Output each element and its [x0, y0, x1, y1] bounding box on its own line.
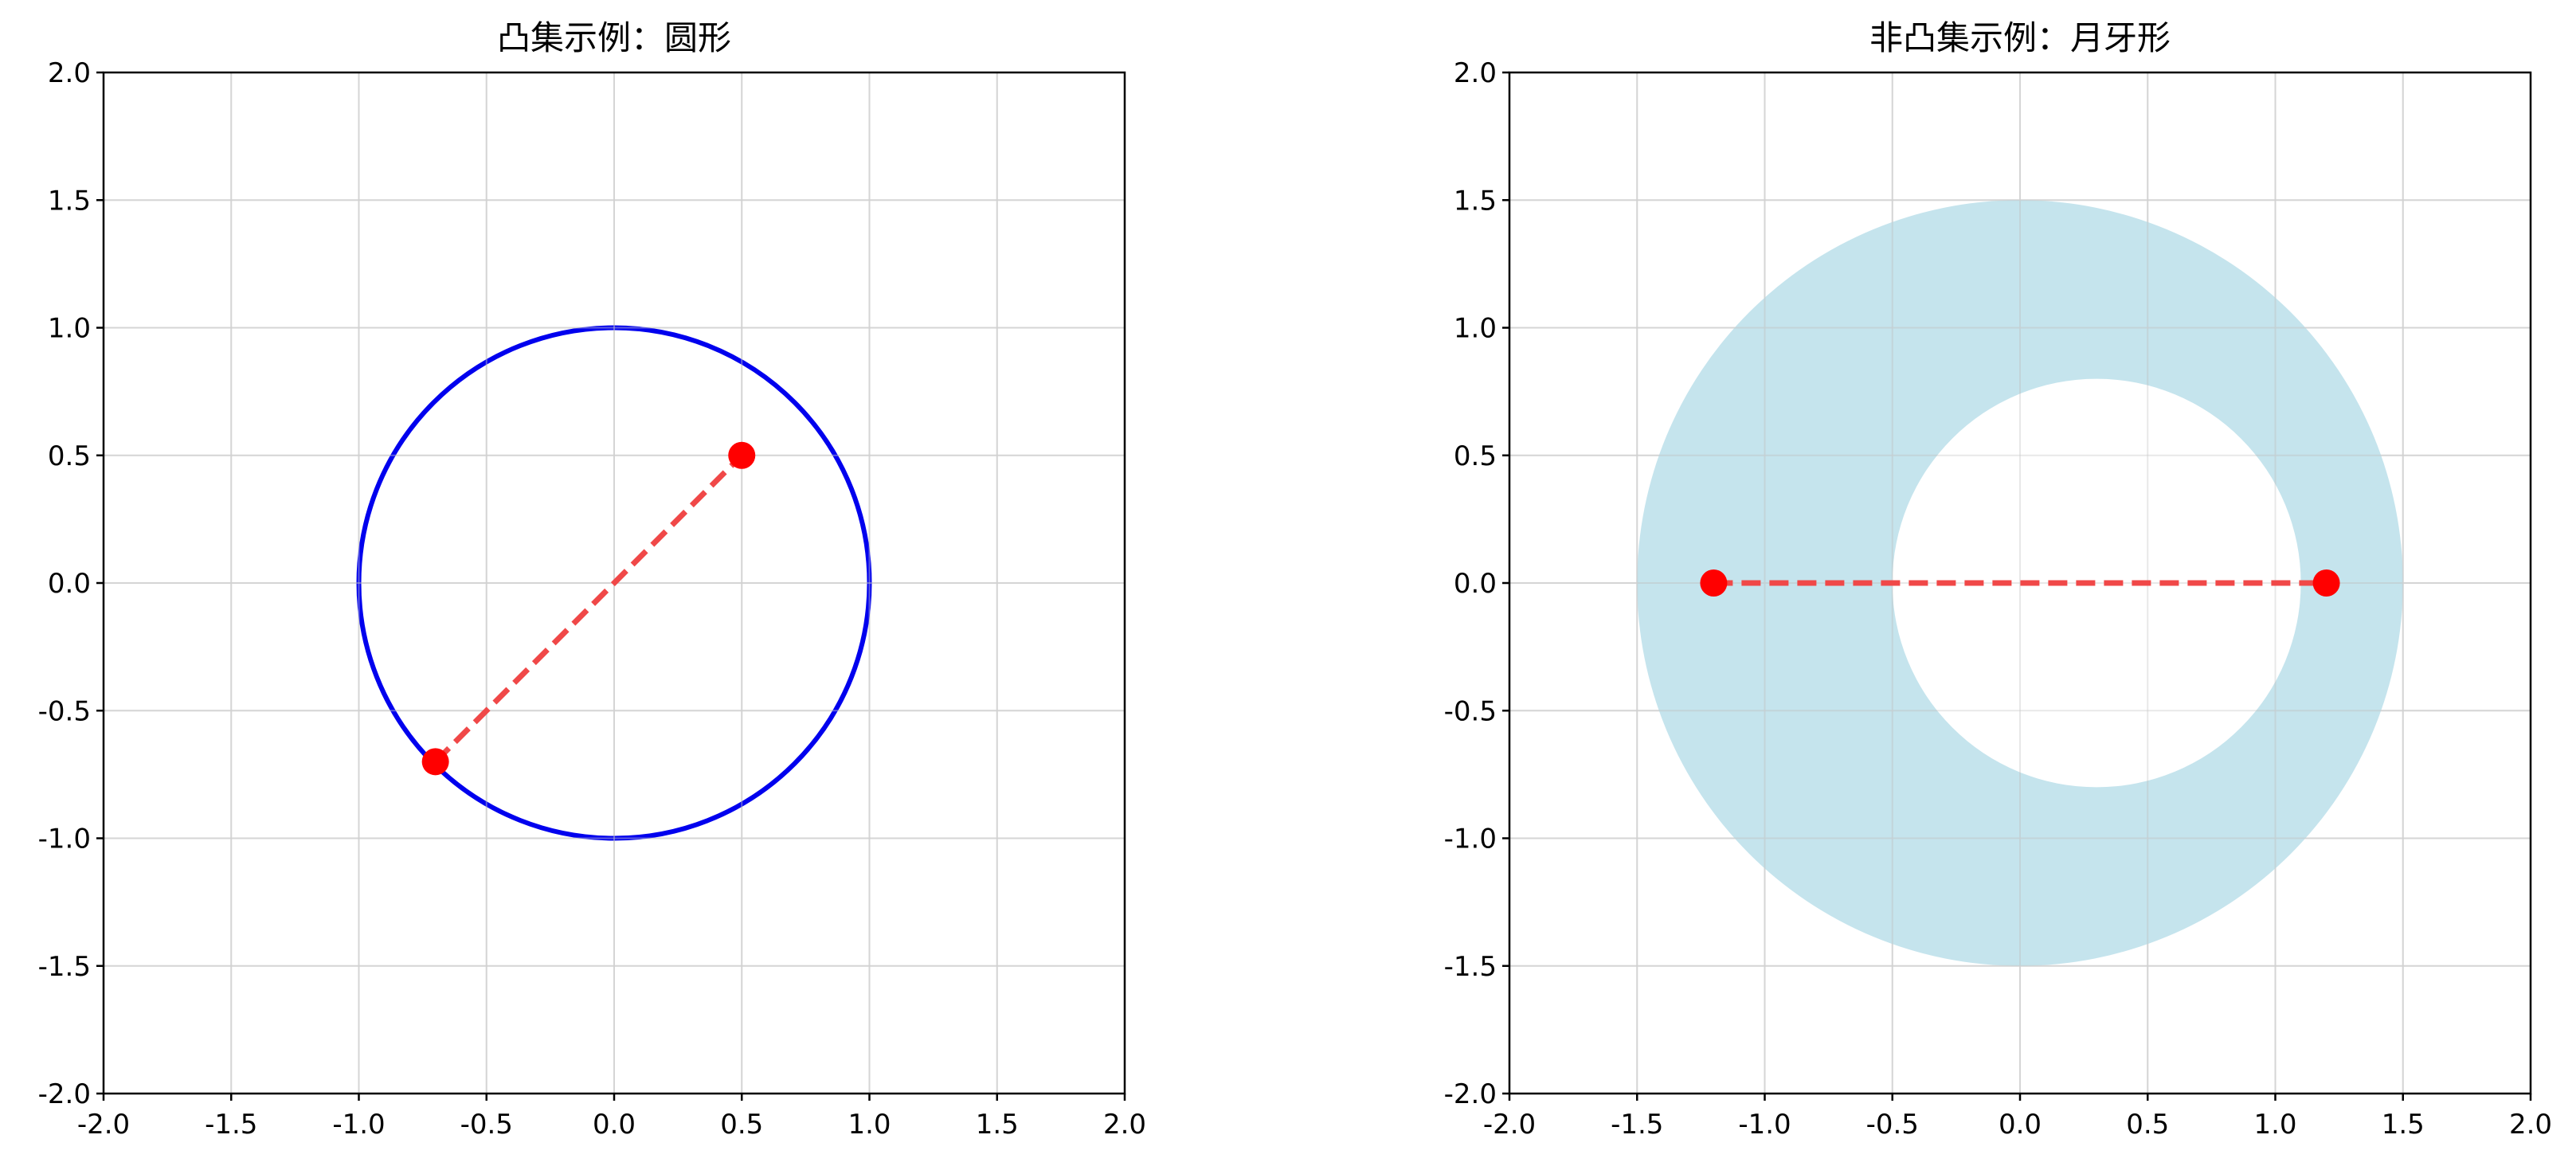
x-tick-label: 0.5 [720, 1109, 763, 1141]
y-tick-label: 0.5 [48, 440, 91, 472]
x-tick-label: 1.0 [2253, 1109, 2296, 1141]
data-point [2312, 569, 2340, 597]
y-tick-label: -0.5 [38, 695, 91, 727]
data-point [728, 441, 756, 469]
x-tick-label: 1.5 [976, 1109, 1019, 1141]
y-tick-label: -1.5 [1444, 951, 1497, 983]
y-tick-label: -2.0 [1444, 1078, 1497, 1110]
y-tick-label: -2.0 [38, 1078, 91, 1110]
shapes [1509, 72, 2531, 1094]
x-tick-label: 1.0 [848, 1109, 891, 1141]
data-point [1700, 569, 1728, 597]
x-tick-label: -1.5 [1611, 1109, 1663, 1141]
convex-set-panel: 凸集示例：圆形 -2.0 -1.5 -1.0 -0.5 0.0 0.5 1.0 1.5 2.0-… [38, 18, 1146, 1141]
connecting-segment [433, 453, 744, 764]
x-tick-label: -0.5 [460, 1109, 513, 1141]
y-tick-label: -1.0 [38, 824, 91, 855]
segments [433, 453, 744, 764]
non-convex-set-panel: 非凸集示例：月牙形 -2.0 -1.5 -1.0 -0.5 0.0 0.5 1.0 1.5 2.… [1444, 18, 2552, 1141]
x-tick-label: -1.5 [205, 1109, 257, 1141]
y-tick-label: 1.0 [48, 313, 91, 345]
y-tick-label: -1.0 [1444, 824, 1497, 855]
x-tick-label: -0.5 [1866, 1109, 1919, 1141]
x-tick-label: 0.5 [2126, 1109, 2169, 1141]
chart-title: 非凸集示例：月牙形 [1869, 18, 2171, 57]
points [421, 441, 756, 776]
ticks: -2.0 -1.5 -1.0 -0.5 0.0 0.5 1.0 1.5 2.0 -2.0 -1.5 -… [38, 57, 1146, 1141]
data-point [421, 748, 449, 776]
y-tick-label: 1.5 [48, 185, 91, 217]
x-tick-label: -2.0 [1483, 1109, 1536, 1141]
y-tick-label: -0.5 [1444, 695, 1497, 727]
points [1700, 569, 2340, 597]
y-tick-label: 0.0 [48, 568, 91, 600]
y-tick-label: 2.0 [1454, 57, 1497, 89]
chart-title: 凸集示例：圆形 [497, 18, 731, 57]
y-tick-label: 0.5 [1454, 440, 1497, 472]
y-tick-label: 1.5 [1454, 185, 1497, 217]
y-tick-label: 1.0 [1454, 313, 1497, 345]
inner-cutout-disk [1892, 378, 2301, 788]
y-tick-label: -1.5 [38, 951, 91, 983]
ticks: -2.0 -1.5 -1.0 -0.5 0.0 0.5 1.0 1.5 2.0 -2.0 -1.5 -… [1444, 57, 2552, 1141]
x-tick-label: 0.0 [1999, 1109, 2042, 1141]
unit-circle-boundary [356, 325, 872, 841]
x-tick-label: 0.0 [593, 1109, 636, 1141]
y-tick-label: 0.0 [1454, 568, 1497, 600]
x-tick-label: 2.0 [2509, 1109, 2552, 1141]
y-tick-label: 2.0 [48, 57, 91, 89]
x-tick-label: 2.0 [1103, 1109, 1146, 1141]
x-tick-label: 1.5 [2382, 1109, 2425, 1141]
x-tick-label: -2.0 [77, 1109, 130, 1141]
x-tick-label: -1.0 [332, 1109, 385, 1141]
x-tick-label: -1.0 [1738, 1109, 1791, 1141]
